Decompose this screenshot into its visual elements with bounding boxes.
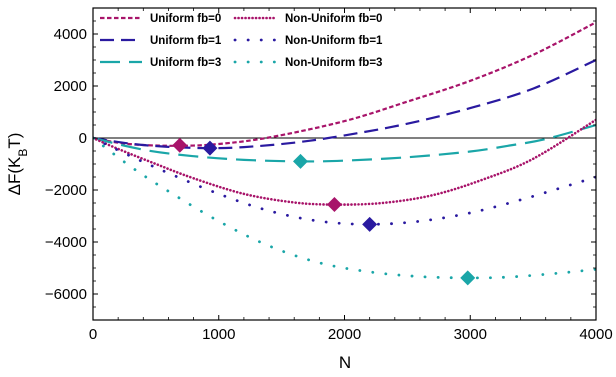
min-marker-3 bbox=[292, 153, 308, 169]
y-tick-label: 0 bbox=[79, 130, 87, 147]
legend-label-1: Uniform fb=0 bbox=[150, 13, 221, 25]
series-line-3 bbox=[93, 123, 596, 163]
y-tick-label: 4000 bbox=[54, 26, 87, 43]
plot-area bbox=[93, 8, 596, 320]
min-marker-6 bbox=[460, 270, 476, 286]
x-tick-label: 0 bbox=[89, 326, 97, 343]
x-tick-label: 2000 bbox=[328, 326, 361, 343]
y-axis-label-main: ΔF(K bbox=[5, 156, 24, 195]
y-tick-label: 2000 bbox=[54, 78, 87, 95]
legend-label-2: Uniform fb=1 bbox=[150, 35, 222, 47]
y-tick-label: −4000 bbox=[45, 234, 87, 251]
y-tick-label: −2000 bbox=[45, 182, 87, 199]
min-marker-5 bbox=[362, 216, 378, 232]
min-marker-1 bbox=[172, 137, 188, 153]
x-tick-label: 1000 bbox=[202, 326, 235, 343]
series-line-5 bbox=[93, 136, 596, 226]
y-axis-label-tail: T) bbox=[5, 133, 24, 149]
min-marker-4 bbox=[326, 197, 342, 213]
series-line-4 bbox=[93, 118, 596, 206]
y-tick-label: −6000 bbox=[45, 286, 87, 303]
series-line-2 bbox=[93, 58, 596, 150]
legend-label-5: Non-Uniform fb=1 bbox=[285, 35, 383, 47]
y-axis-label-subscript: B bbox=[16, 149, 30, 157]
x-axis-label: N bbox=[339, 353, 351, 372]
x-tick-label: 3000 bbox=[454, 326, 487, 343]
legend-label-6: Non-Uniform fb=3 bbox=[285, 57, 382, 69]
legend-label-3: Uniform fb=3 bbox=[150, 57, 221, 69]
min-marker-2 bbox=[202, 140, 218, 156]
legend-label-4: Non-Uniform fb=0 bbox=[285, 13, 382, 25]
x-tick-label: 4000 bbox=[579, 326, 612, 343]
y-axis-label: ΔF(KBT) bbox=[5, 133, 30, 196]
